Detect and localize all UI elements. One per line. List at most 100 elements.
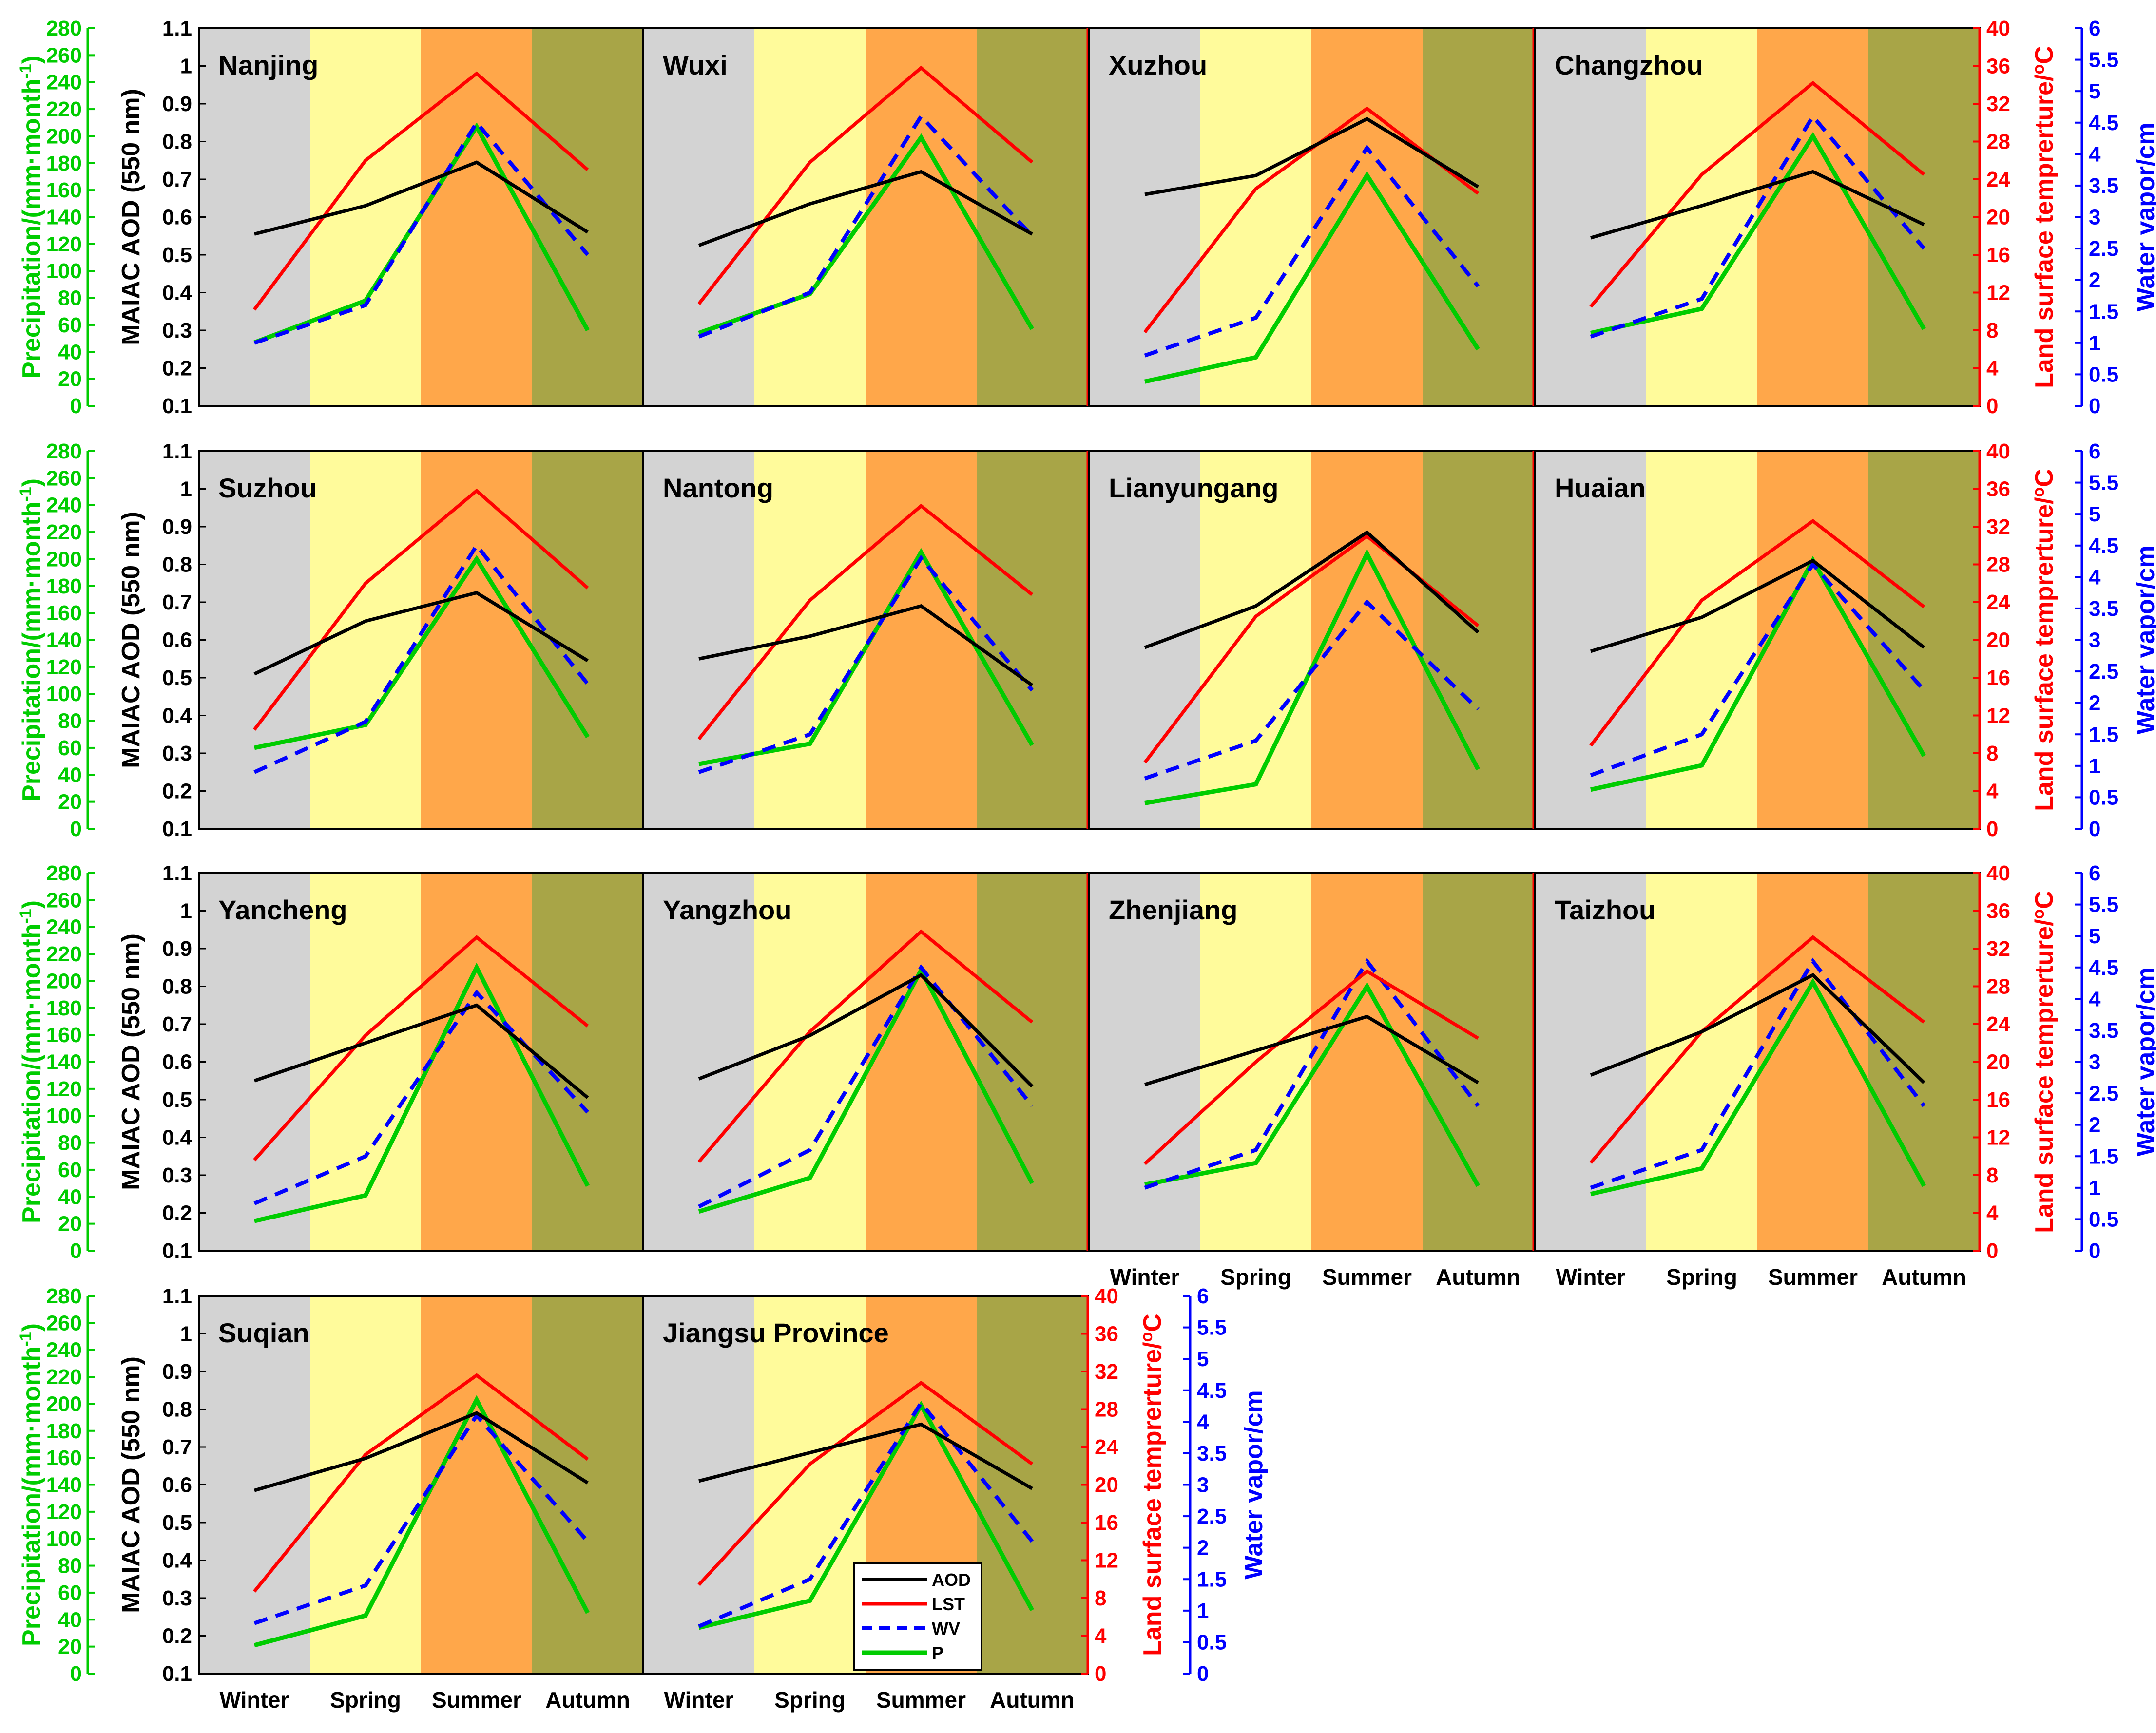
wv-tick-label: 2.5: [2089, 237, 2118, 261]
season-labels: Winter Spring Summer Autumn: [1110, 1264, 1521, 1290]
aod-tick-label: 0.8: [162, 1398, 192, 1422]
panel-title: Changzhou: [1555, 50, 1703, 80]
wv-tick-label: 3: [2089, 206, 2100, 229]
aod-tick-label: 0.8: [162, 553, 192, 577]
wv-tick-label: 1: [2089, 1176, 2100, 1200]
series-line-wv: [1144, 599, 1480, 781]
panel-title: Xuzhou: [1109, 50, 1207, 80]
precip-tick-label: 40: [58, 1608, 82, 1632]
wv-tick-label: 1: [2089, 331, 2100, 355]
series-line-wv: [1590, 113, 1926, 339]
aod-tick-label: 0.9: [162, 92, 192, 116]
panel-nanjing: Nanjing: [198, 27, 645, 407]
season-labels: Winter Spring Summer Autumn: [1556, 1264, 1966, 1290]
lst-axis-title-main: Land surface temprerture/: [2030, 74, 2059, 388]
series-line-p: [1590, 978, 1926, 1197]
wv-tick-label: 0.5: [2089, 1207, 2118, 1231]
aod-tick-label: 0.9: [162, 515, 192, 539]
lst-axis-title-main: Land surface temprerture/: [2030, 497, 2059, 811]
aod-axis-title: MAIAC AOD (550 nm): [117, 1356, 145, 1613]
lst-tick-label: 40: [1986, 439, 2010, 463]
season-band-winter: [199, 28, 310, 406]
legend-label-p: P: [932, 1643, 943, 1663]
season-band-winter: [643, 28, 755, 406]
wv-tick-label: 3: [2089, 1050, 2100, 1074]
season-band-winter: [199, 1296, 310, 1674]
lst-tick-label: 16: [1986, 1088, 2010, 1112]
lst-tick-label: 4: [1986, 780, 1999, 803]
series-line-p: [698, 1400, 1034, 1630]
lst-tick-label: 20: [1986, 628, 2010, 652]
season-band-winter: [1089, 873, 1201, 1251]
lst-tick-label: 28: [1095, 1398, 1118, 1422]
aod-axis-title: MAIAC AOD (550 nm): [117, 89, 145, 345]
x-tick-label: Spring: [330, 1687, 401, 1713]
series-line-lst: [697, 929, 1034, 1163]
panel-title: Huaian: [1555, 473, 1646, 503]
precip-tick-label: 120: [46, 232, 82, 256]
lst-axis-title-main: Land surface temprerture/: [1138, 1342, 1167, 1656]
series-line-aod: [1144, 1014, 1479, 1086]
aod-tick-label: 0.6: [162, 1473, 192, 1497]
wv-tick-label: 2: [2089, 1113, 2100, 1137]
season-band-summer: [421, 28, 533, 406]
precip-tick-label: 20: [58, 790, 82, 814]
wv-tick-label: 2.5: [2089, 1082, 2118, 1105]
season-labels: Winter Spring Summer Autumn: [220, 1687, 630, 1713]
series-line-lst: [1589, 80, 1925, 308]
season-band-spring: [754, 873, 866, 1251]
lst-tick-label: 4: [1095, 1624, 1107, 1648]
aod-tick-label: 0.5: [162, 666, 192, 690]
series-line-p: [698, 133, 1034, 335]
aod-tick-label: 0.2: [162, 1624, 192, 1648]
lst-axis-title: Land surface temprerture/oC: [2029, 891, 2059, 1233]
lst-tick-label: 4: [1986, 1201, 1999, 1225]
panel-title: Wuxi: [663, 50, 728, 80]
wv-tick-label: 4.5: [2089, 534, 2118, 558]
panel-xuzhou: Xuzhou: [1088, 27, 1535, 407]
wv-tick-label: 5: [2089, 502, 2100, 526]
season-band-summer: [866, 873, 977, 1251]
season-band-winter: [199, 451, 310, 829]
x-tick-label: Spring: [1666, 1264, 1737, 1290]
aod-tick-label: 0.2: [162, 357, 192, 381]
x-tick-label: Winter: [664, 1687, 734, 1713]
series-line-aod: [698, 1422, 1033, 1490]
season-band-autumn: [1423, 451, 1534, 829]
precip-axis-title-close: ): [18, 1323, 46, 1332]
aod-tick-label: 0.3: [162, 319, 192, 343]
season-band-summer: [866, 28, 977, 406]
series-line-aod: [253, 1003, 589, 1099]
precip-axis-title-main: Precipitation/(mm·month: [18, 924, 46, 1223]
aod-tick-label: 0.6: [162, 628, 192, 652]
lst-tick-label: 32: [1986, 92, 2010, 116]
series-line-aod: [1144, 530, 1480, 649]
precip-tick-label: 280: [46, 1284, 82, 1308]
panel-title: Suqian: [218, 1317, 309, 1348]
precip-axis-title: Precipitation/(mm·month-1): [17, 56, 46, 379]
aod-tick-label: 0.2: [162, 1201, 192, 1225]
lst-tick-label: 20: [1095, 1473, 1118, 1497]
season-band-spring: [1646, 873, 1758, 1251]
precip-tick-label: 200: [46, 1392, 82, 1416]
precip-tick-label: 40: [58, 340, 82, 364]
lst-tick-label: 28: [1986, 975, 2010, 999]
precip-tick-label: 60: [58, 736, 82, 760]
lst-tick-label: 8: [1986, 742, 1998, 765]
x-tick-label: Winter: [220, 1687, 289, 1713]
aod-tick-label: 0.6: [162, 1050, 192, 1074]
precip-tick-label: 200: [46, 969, 82, 993]
wv-tick-label: 4.5: [2089, 956, 2118, 980]
wv-tick-label: 0: [2089, 394, 2100, 418]
precip-tick-label: 0: [70, 394, 82, 418]
aod-axis-title: MAIAC AOD (550 nm): [117, 512, 145, 768]
lst-axis-title-sup: o: [2029, 487, 2048, 497]
panel-title: Jiangsu Province: [663, 1317, 889, 1348]
aod-tick-label: 0.1: [162, 1239, 192, 1263]
precip-axis-title-sup: -1: [17, 1332, 35, 1346]
aod-tick-label: 0.7: [162, 590, 192, 614]
wv-tick-label: 1.5: [2089, 723, 2118, 746]
